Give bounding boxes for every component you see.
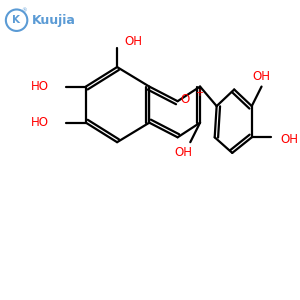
Text: ®: ® [22, 8, 27, 13]
Text: OH: OH [280, 133, 298, 146]
Text: OH: OH [175, 146, 193, 159]
Text: HO: HO [31, 80, 49, 93]
Text: Kuujia: Kuujia [32, 14, 76, 27]
Text: OH: OH [253, 70, 271, 83]
Text: OH: OH [124, 35, 142, 48]
Text: +: + [195, 88, 203, 98]
Text: K: K [12, 15, 20, 25]
Text: HO: HO [31, 116, 49, 129]
Text: O: O [181, 93, 190, 106]
